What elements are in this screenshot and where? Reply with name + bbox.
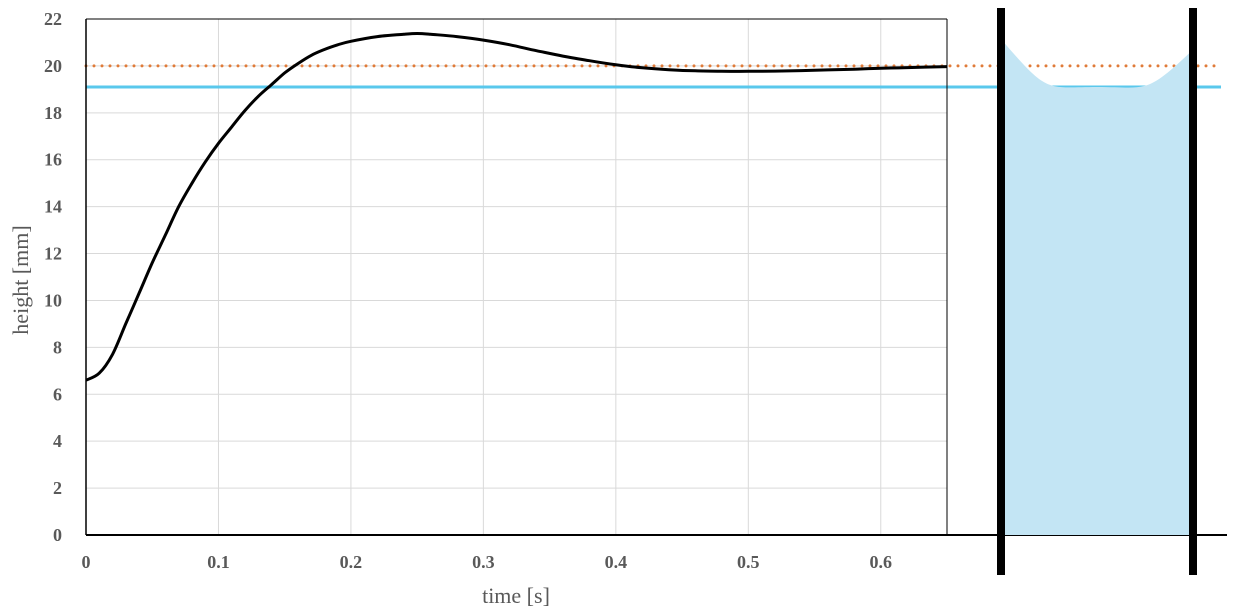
y-tick-label: 10	[44, 290, 62, 310]
y-tick-label: 8	[53, 337, 62, 357]
liquid-fill	[1004, 42, 1190, 535]
x-tick-label: 0.5	[737, 552, 760, 572]
y-tick-label: 12	[44, 244, 62, 264]
y-tick-label: 18	[44, 103, 62, 123]
x-tick-label: 0.4	[605, 552, 628, 572]
y-tick-label: 20	[44, 56, 62, 76]
y-tick-label: 16	[44, 150, 62, 170]
series	[85, 32, 948, 382]
container-wall-right	[1189, 8, 1197, 575]
container-inset	[997, 8, 1197, 575]
y-tick-label: 14	[44, 197, 62, 217]
x-tick-label: 0.1	[207, 552, 230, 572]
container-wall-left	[997, 8, 1005, 575]
y-tick-label: 0	[53, 525, 62, 545]
y-tick-label: 2	[53, 478, 62, 498]
y-tick-label: 6	[53, 384, 62, 404]
y-tick-labels: 0 2 4 6 8 10 12 14 16 18 20 22	[44, 9, 62, 545]
x-tick-labels: 0 0.1 0.2 0.3 0.4 0.5 0.6	[82, 552, 893, 572]
series-line	[85, 32, 948, 382]
grid	[85, 18, 947, 536]
y-tick-label: 4	[53, 431, 62, 451]
x-tick-label: 0	[82, 552, 91, 572]
x-tick-label: 0.2	[340, 552, 363, 572]
x-tick-label: 0.6	[870, 552, 893, 572]
x-axis-label: time [s]	[482, 583, 550, 608]
y-tick-label: 22	[44, 9, 62, 29]
x-tick-label: 0.3	[472, 552, 495, 572]
y-axis-label: height [mm]	[8, 225, 33, 334]
